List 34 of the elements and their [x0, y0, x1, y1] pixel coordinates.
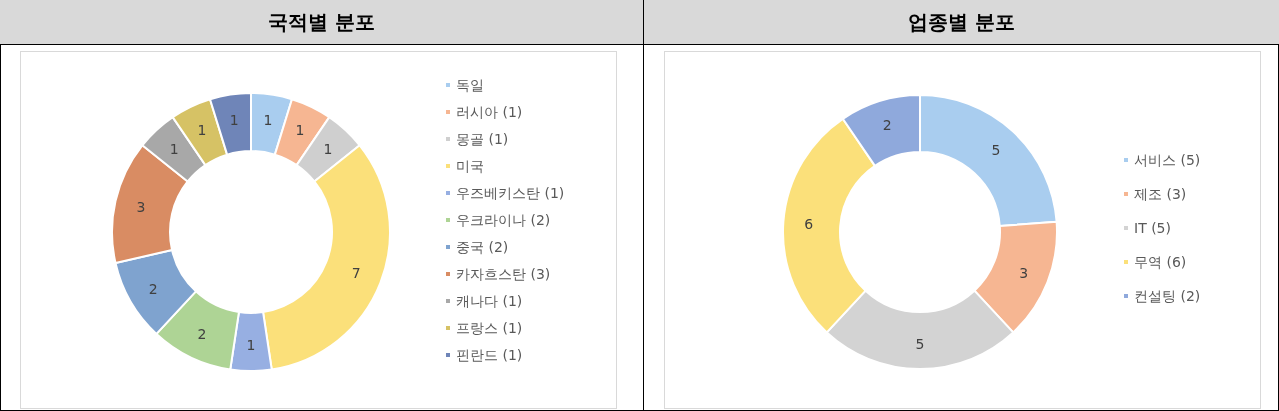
chart-title: 업종별 분포: [908, 8, 1015, 36]
legend-label: 우크라이나 (2): [456, 212, 551, 228]
legend-label: 프랑스 (1): [456, 320, 523, 336]
data-label: 2: [197, 325, 207, 342]
legend-label: 컨설팅 (2): [1134, 288, 1201, 304]
data-label: 7: [351, 265, 361, 282]
legend-label: 무역 (6): [1134, 254, 1187, 270]
legend-label: 몽골 (1): [456, 131, 509, 147]
data-label: 2: [148, 280, 158, 297]
legend-label: 독일: [456, 77, 484, 93]
data-label: 1: [295, 122, 305, 139]
data-label: 3: [136, 198, 146, 215]
legend-label: 제조 (3): [1134, 186, 1187, 202]
data-label: 6: [804, 215, 814, 232]
data-label: 1: [197, 122, 207, 139]
legend-label: 미국: [456, 158, 484, 174]
data-label: 3: [1019, 264, 1029, 281]
data-label: 1: [263, 112, 273, 129]
data-label: 1: [229, 112, 239, 129]
data-label: 2: [882, 117, 892, 134]
chart-title: 국적별 분포: [268, 8, 375, 36]
legend-label: 서비스 (5): [1134, 152, 1201, 168]
legend-label: 우즈베키스탄 (1): [456, 185, 565, 201]
data-label: 5: [991, 142, 1001, 159]
data-label: 5: [915, 335, 925, 352]
data-label: 1: [246, 337, 256, 353]
legend-label: 캐나다 (1): [456, 293, 523, 309]
legend-label: 러시아 (1): [456, 104, 523, 120]
legend-label: 중국 (2): [456, 239, 509, 255]
data-label: 1: [323, 141, 333, 158]
data-label: 1: [169, 141, 179, 158]
legend-label: 핀란드 (1): [456, 347, 523, 363]
legend-label: 카자흐스탄 (3): [456, 266, 551, 282]
legend-label: IT (5): [1134, 220, 1171, 236]
